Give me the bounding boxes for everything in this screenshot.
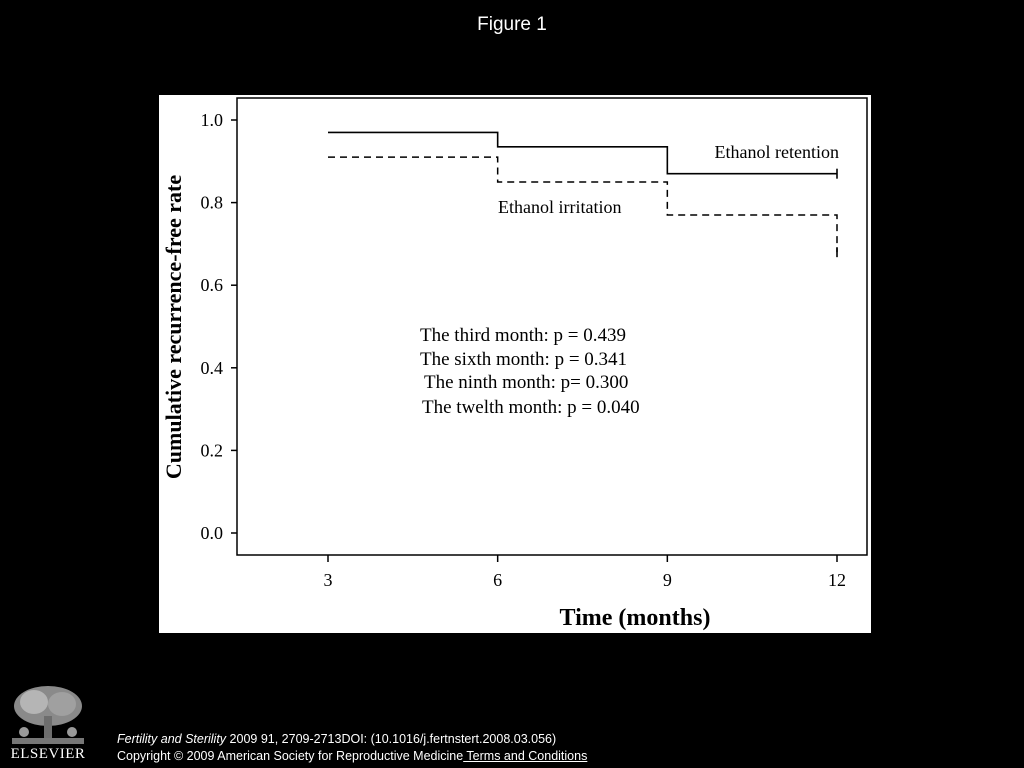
series-label-irritation: Ethanol irritation — [498, 197, 621, 217]
terms-link[interactable]: Terms and Conditions — [463, 749, 588, 763]
elsevier-logo: ELSEVIER — [8, 682, 88, 764]
x-tick-label: 9 — [663, 570, 672, 590]
copyright-text: Copyright © 2009 American Society for Re… — [117, 749, 464, 763]
chart-panel: 0.0 0.2 0.4 0.6 0.8 1.0 3 6 9 12 Time (months) Cu… — [159, 95, 871, 633]
copyright-line: Copyright © 2009 American Society for Re… — [117, 748, 587, 765]
elsevier-wordmark: ELSEVIER — [10, 746, 86, 762]
y-axis-label: Cumulative recurrence-free rate — [161, 175, 186, 479]
x-tick-label: 3 — [324, 570, 333, 590]
series-line-irritation — [328, 156, 838, 253]
citation-footer: Fertility and Sterility 2009 91, 2709-27… — [117, 731, 587, 765]
y-tick-label: 0.6 — [201, 275, 224, 295]
series-line-retention — [328, 131, 837, 175]
y-tick-label: 1.0 — [201, 110, 224, 130]
y-tick-label: 0.4 — [201, 358, 224, 378]
annotation-ninth-month: The ninth month: p= 0.300 — [424, 372, 628, 393]
citation-line: Fertility and Sterility 2009 91, 2709-27… — [117, 731, 587, 748]
plot-frame — [236, 97, 868, 556]
annotation-sixth-month: The sixth month: p = 0.341 — [420, 349, 627, 370]
y-tick-label: 0.8 — [201, 193, 224, 213]
annotation-third-month: The third month: p = 0.439 — [420, 325, 626, 346]
annotation-twelfth-month: The twelth month: p = 0.040 — [422, 397, 640, 418]
elsevier-tree-icon — [8, 682, 88, 746]
x-tick-label: 6 — [493, 570, 502, 590]
km-chart: 0.0 0.2 0.4 0.6 0.8 1.0 3 6 9 12 Time (months) Cu… — [161, 97, 868, 631]
series-label-retention: Ethanol retention — [715, 142, 839, 162]
y-tick-label: 0.0 — [201, 523, 224, 543]
figure-title: Figure 1 — [477, 14, 547, 35]
x-tick-label: 12 — [828, 570, 846, 590]
journal-name: Fertility and Sterility — [117, 732, 227, 746]
x-axis-label: Time (months) — [560, 605, 711, 631]
citation-text: 2009 91, 2709-2713DOI: (10.1016/j.fertns… — [226, 732, 557, 746]
y-tick-label: 0.2 — [201, 440, 224, 460]
